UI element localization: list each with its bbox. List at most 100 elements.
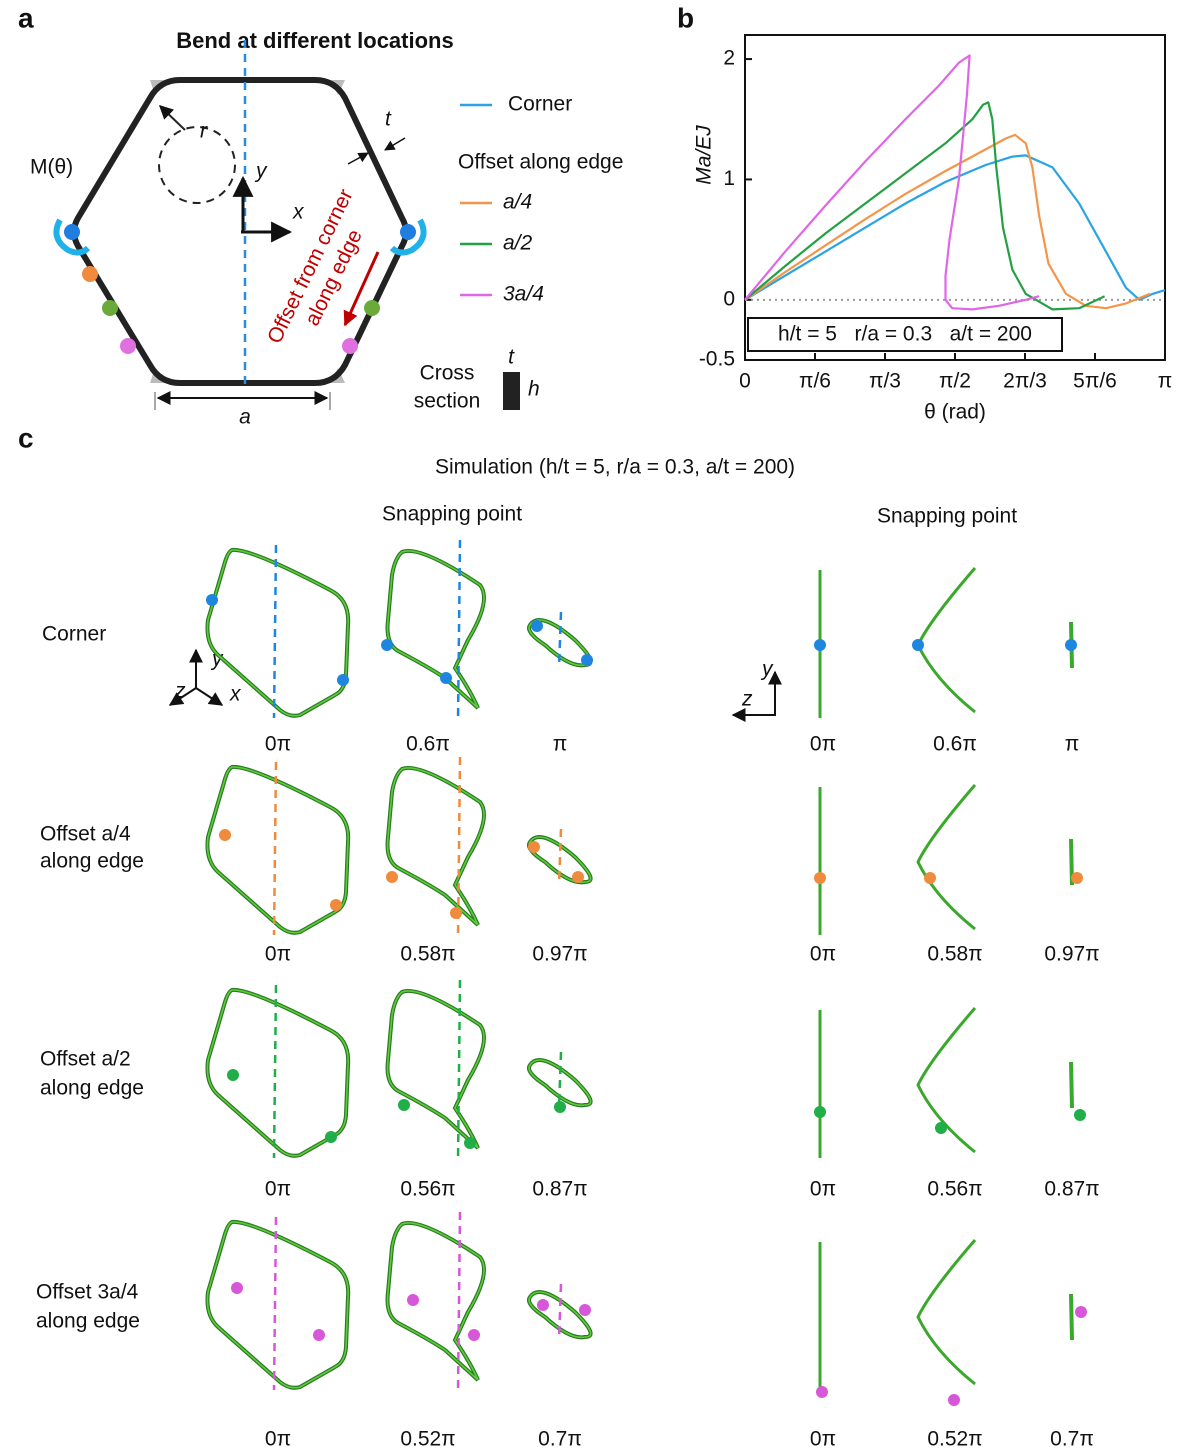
legend-label: 3a/4 [503, 283, 544, 306]
cross-section [503, 372, 520, 410]
axis-label: x [229, 683, 242, 706]
deformed-loop [388, 1223, 485, 1380]
figure: a Bend at different locations r y x M(θ)… [0, 0, 1185, 1453]
series-line [745, 102, 1105, 309]
angle-label: 0.52π [400, 1428, 455, 1451]
location-dot [364, 300, 380, 316]
cross-h: h [528, 378, 540, 401]
thickness-label: t [385, 108, 392, 131]
angle-label: 0.97π [1044, 943, 1099, 966]
x-tick-label: π [1158, 370, 1173, 393]
deformed-loop [207, 767, 348, 933]
row-label: Offset 3a/4 [36, 1281, 139, 1304]
side-view [1071, 1294, 1072, 1340]
load-dot [440, 672, 452, 684]
axis-label: x [292, 201, 305, 224]
cross-section-label: section [414, 390, 481, 413]
load-dot [537, 1299, 549, 1311]
side-view [1071, 1062, 1072, 1108]
x-tick-label: 5π/6 [1073, 370, 1117, 393]
load-dot [1075, 1306, 1087, 1318]
page: { "panel_a": {"label": "a", "title": "Be… [0, 0, 1185, 1453]
angle-label: 0π [810, 1428, 836, 1451]
simulation-row: Offset a/4along edge0π0.58π0.97π0π0.58π0… [40, 757, 1100, 966]
load-dot [814, 639, 826, 651]
location-dot [102, 300, 118, 316]
angle-label: 0.52π [927, 1428, 982, 1451]
load-dot [1074, 1109, 1086, 1121]
angle-label: 0.7π [1050, 1428, 1094, 1451]
shapes [207, 757, 1072, 939]
panel-a: a Bend at different locations r y x M(θ)… [18, 2, 540, 428]
load-dot [581, 654, 593, 666]
load-dot [450, 907, 462, 919]
deformed-loop [388, 768, 485, 925]
load-dot [206, 594, 218, 606]
cross-t: t [508, 346, 515, 369]
load-dot [924, 872, 936, 884]
load-dot [468, 1329, 480, 1341]
angle-label: 0.97π [532, 943, 587, 966]
deformed-loop [388, 991, 485, 1148]
symmetry-line [274, 762, 276, 935]
shapes [207, 540, 1072, 722]
cross-section-label: Cross [420, 362, 475, 385]
load-dot [219, 829, 231, 841]
row-label: along edge [40, 1077, 144, 1100]
series-line [745, 155, 1165, 299]
x-tick-label: 0 [739, 370, 751, 393]
angle-label: 0π [810, 1178, 836, 1201]
symmetry-line [274, 985, 276, 1158]
load-dot [227, 1069, 239, 1081]
row-label: Offset a/2 [40, 1048, 131, 1071]
deformed-loop [388, 1223, 485, 1380]
annotation: h/t = 5 r/a = 0.3 a/t = 200 [778, 323, 1032, 346]
panel-title: Bend at different locations [176, 28, 453, 53]
angle-label: 0π [265, 943, 291, 966]
deformed-loop [207, 1222, 348, 1388]
thickness-arrow [348, 153, 368, 164]
shapes [207, 980, 1072, 1162]
axis-label: z [174, 680, 186, 703]
load-dot [407, 1294, 419, 1306]
thickness-arrow [385, 138, 405, 150]
column-header: Snapping point [382, 503, 522, 526]
angle-label: 0π [265, 733, 291, 756]
load-dot [572, 871, 584, 883]
angle-label: 0.87π [1044, 1178, 1099, 1201]
symmetry-line [458, 1212, 460, 1394]
axis-label: y [760, 658, 774, 681]
load-dot [531, 620, 543, 632]
load-dot [386, 871, 398, 883]
load-dot [337, 674, 349, 686]
row-label: Corner [42, 623, 106, 646]
load-dot [1065, 639, 1077, 651]
symmetry-line [458, 540, 460, 722]
location-dot [400, 224, 416, 240]
deformed-loop [207, 767, 348, 933]
deformed-loop [207, 1222, 348, 1388]
symmetry-line [274, 545, 276, 718]
row-label: along edge [40, 850, 144, 873]
location-dot [342, 338, 358, 354]
x-tick-label: π/2 [939, 370, 971, 393]
panel-label: a [18, 2, 34, 33]
axis-label: y [254, 160, 268, 183]
load-dot [330, 899, 342, 911]
angle-label: 0.56π [927, 1178, 982, 1201]
legend-label: Corner [508, 93, 572, 116]
angle-label: 0.6π [933, 733, 977, 756]
legend-label: a/4 [503, 191, 532, 214]
angle-label: 0.58π [927, 943, 982, 966]
load-dot [231, 1282, 243, 1294]
angle-label: 0.7π [538, 1428, 582, 1451]
simulation-row: Offset a/2along edge0π0.56π0.87π0π0.56π0… [40, 980, 1100, 1201]
side-view [918, 568, 975, 712]
angle-label: 0.58π [400, 943, 455, 966]
angle-label: π [1065, 733, 1080, 756]
axis-label: z [741, 688, 753, 711]
load-dot [948, 1394, 960, 1406]
row-label: along edge [36, 1310, 140, 1333]
legend-title: Offset along edge [458, 151, 623, 174]
deformed-loop [388, 551, 485, 708]
